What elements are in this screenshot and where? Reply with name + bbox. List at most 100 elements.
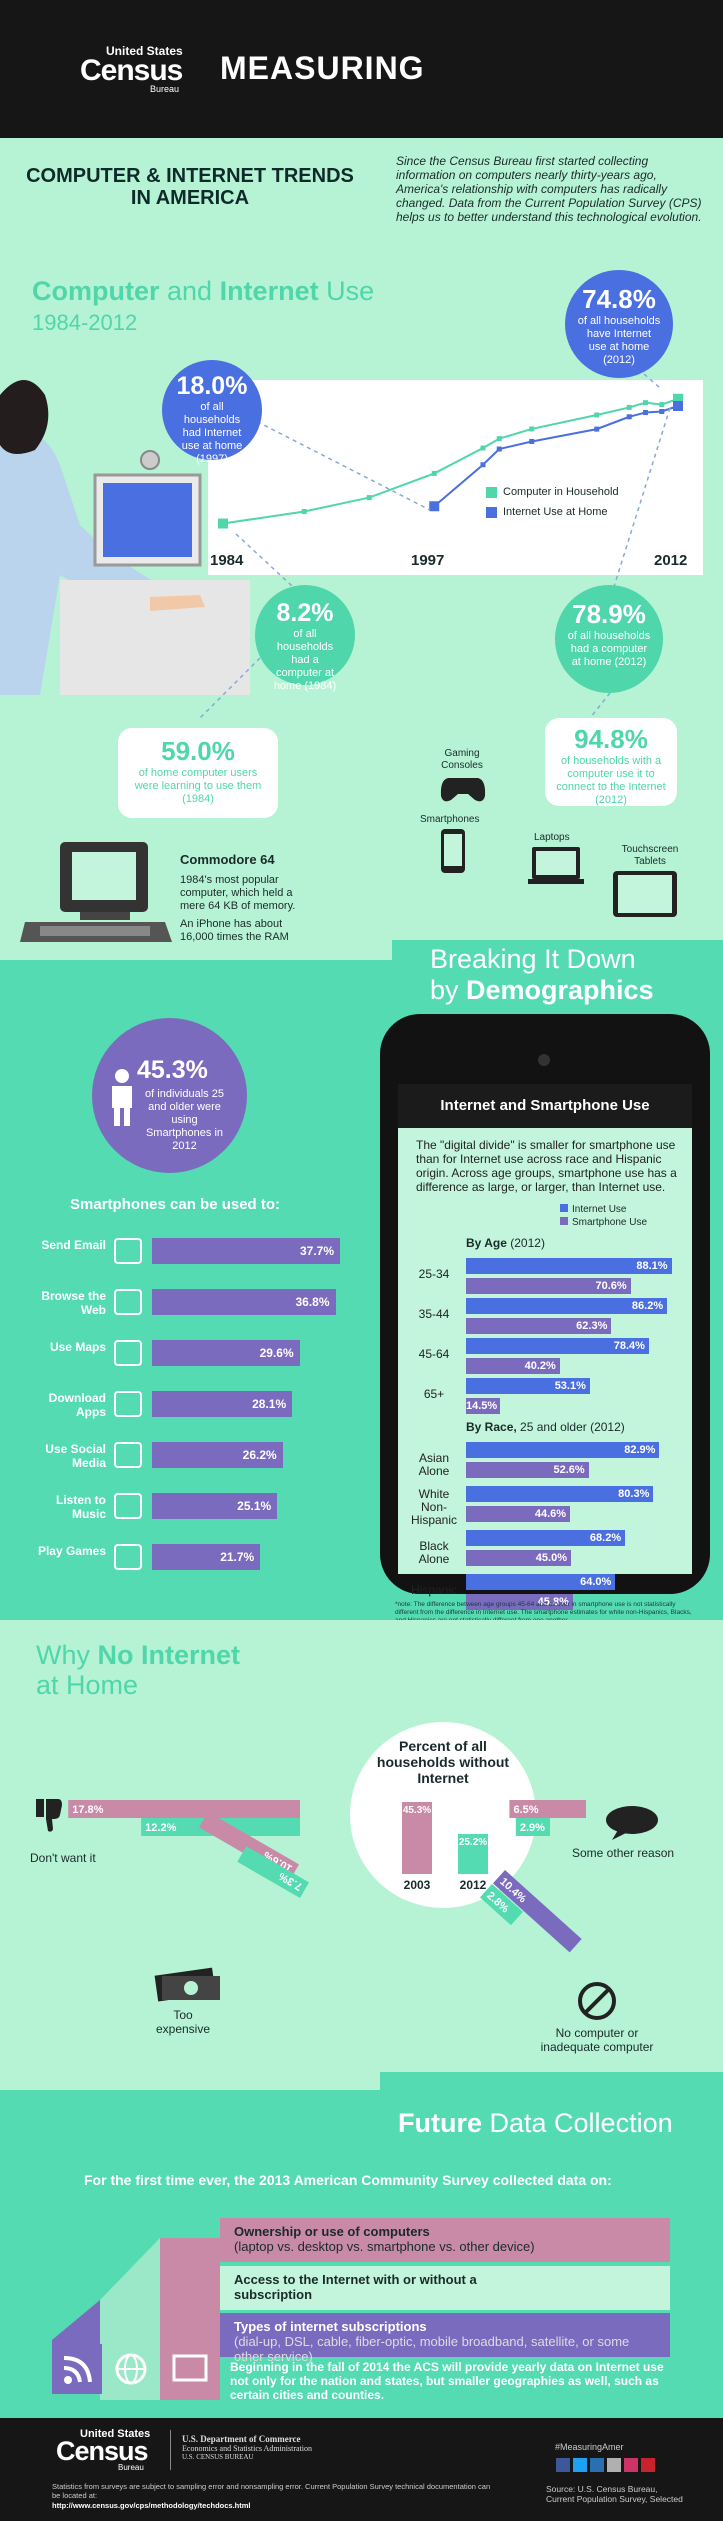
phone-camera-icon	[538, 1054, 550, 1066]
reason-other: Some other reason	[572, 1846, 675, 1860]
footer-census-logo[interactable]: United States Census Bureau	[56, 2428, 151, 2472]
footer-divider	[170, 2430, 171, 2470]
no-computer-icon	[577, 1981, 617, 2026]
reason-bar-other-2012-label: 2.9%	[520, 1822, 545, 1834]
use-bar: 36.8%	[152, 1289, 336, 1315]
reason-bar-dontwant-2012-label: 12.2%	[145, 1822, 176, 1834]
use-label: Play Games	[37, 1544, 106, 1558]
series-point-1	[659, 408, 665, 414]
footer-source: Source: U.S. Census Bureau, Current Popu…	[546, 2484, 683, 2504]
reason-bar-other-2003-label: 6.5%	[513, 1804, 538, 1816]
internet-bar: 88.1%	[466, 1258, 672, 1274]
phone-legend-internet: Internet Use	[560, 1204, 626, 1215]
flickr-icon[interactable]	[624, 2458, 638, 2472]
pinterest-icon[interactable]	[641, 2458, 655, 2472]
phone-category-label: Asian Alone	[418, 1451, 450, 1478]
c64-text: 1984's most popular computer, which held…	[180, 874, 296, 912]
reason-bar-nocomputer-2012-rect	[479, 1884, 523, 1926]
internet-bar: 78.4%	[466, 1338, 649, 1354]
youtube-icon[interactable]	[607, 2458, 621, 2472]
smartphone-bar: 45.0%	[466, 1550, 571, 1566]
use-icon	[114, 1238, 142, 1264]
series-point-1	[429, 501, 440, 512]
computer-screen-icon	[160, 2344, 220, 2394]
series-point-0	[673, 393, 683, 404]
gaming-controller-icon	[440, 776, 486, 809]
series-point-1	[529, 438, 535, 444]
tablet-icon	[612, 870, 678, 923]
internet-bar: 82.9%	[466, 1442, 660, 1458]
age-subtitle: By Age (2012)	[466, 1236, 545, 1250]
internet-bar: 80.3%	[466, 1486, 654, 1502]
phone-category-label: 25-34	[418, 1267, 450, 1281]
use-icon	[114, 1289, 142, 1315]
use-bar: 21.7%	[152, 1544, 261, 1570]
series-point-1	[480, 462, 486, 468]
header-title: MEASURING	[220, 50, 425, 86]
series-point-0	[529, 426, 535, 432]
series-point-1	[594, 426, 600, 432]
reason-bar-nocomputer-2003-rect	[492, 1870, 582, 1953]
thumbs-down-icon	[34, 1797, 64, 1838]
twitter-icon[interactable]	[573, 2458, 587, 2472]
reason-no-computer: No computer or inadequate computer	[540, 2026, 654, 2054]
reason-bar-other-2003: 6.5%	[509, 1800, 586, 1818]
smartphone-bar: 70.6%	[466, 1278, 631, 1294]
phone-frame: Internet and Smartphone Use The "digital…	[380, 1014, 710, 1610]
future-title: Future Data Collection	[398, 2108, 673, 2138]
phone-text: The "digital divide" is smaller for smar…	[416, 1138, 677, 1194]
series-point-0	[301, 509, 307, 515]
series-point-1	[643, 410, 648, 416]
nointernet-bars: 45.3% 2003 25.2% 2012	[350, 1722, 536, 1908]
census-logo[interactable]: United States Census Bureau	[80, 44, 183, 94]
stat-circle-computer-2012: 78.9% of all households had a computer a…	[555, 585, 663, 693]
internet-bar: 53.1%	[466, 1378, 590, 1394]
c64-text2: An iPhone has about 16,000 times the RAM	[180, 918, 289, 943]
stat-circle-internet-2012: 74.8% of all households have Internet us…	[565, 270, 673, 378]
future-title-tab	[380, 2072, 723, 2128]
nointernet-bar: 45.3%	[402, 1801, 432, 1874]
reason-bar-other-2003-rect	[509, 1800, 586, 1818]
facebook-icon[interactable]	[556, 2458, 570, 2472]
use-label: Listen to Music	[56, 1493, 106, 1521]
tick-1997: 1997	[411, 552, 445, 569]
footer-url[interactable]: http://www.census.gov/cps/methodology/te…	[52, 2501, 251, 2510]
device-smartphone-label: Smartphones	[420, 814, 480, 825]
use-icon	[114, 1442, 142, 1468]
phone-legend-smart: Smartphone Use	[560, 1217, 647, 1228]
phone-title-bar	[398, 1084, 692, 1128]
header: United States Census Bureau MEASURING	[0, 0, 723, 138]
smartphone-icon	[440, 828, 466, 879]
email-icon[interactable]	[590, 2458, 604, 2472]
smartphone-bar: 44.6%	[466, 1506, 571, 1522]
series-point-0	[480, 445, 486, 451]
reason-expensive: Too expensive	[155, 2008, 211, 2036]
stat-circle-1997: 18.0% of all households had Internet use…	[162, 360, 262, 465]
nointernet-year: 2003	[403, 1878, 431, 1892]
series-point-0	[659, 402, 665, 408]
future-row-access: Access to the Internet with or without a…	[220, 2266, 670, 2310]
smartphone-bar: 62.3%	[466, 1318, 612, 1334]
globe-icon	[102, 2344, 160, 2394]
reason-dont-want: Don't want it	[30, 1851, 96, 1865]
laptop-icon	[528, 846, 584, 891]
use-label: Use Social Media	[45, 1442, 106, 1470]
trend-years: 1984-2012	[32, 310, 138, 335]
footer-hashtag: #MeasuringAmer	[555, 2442, 624, 2452]
use-label: Download Apps	[48, 1391, 106, 1419]
reason-bar-dontwant-2003-rect	[68, 1800, 300, 1818]
use-bar: 25.1%	[152, 1493, 278, 1519]
phone-category-label: Hispanic	[410, 1583, 458, 1597]
use-icon	[114, 1493, 142, 1519]
stat-circle-computer-1984: 8.2% of all households had a computer at…	[255, 585, 355, 692]
series-point-1	[496, 446, 502, 452]
reason-bar-other-2012: 2.9%	[515, 1818, 550, 1836]
device-gaming-label: Gaming Consoles	[441, 748, 483, 771]
trend-line-chart: Computer in Household Internet Use at Ho…	[208, 380, 703, 575]
reasons-chart: 17.8%12.2%6.5%2.9%10.6%7.3% 10.4%2.8%	[68, 1800, 586, 1953]
phone-category-label: White Non-Hispanic	[410, 1487, 458, 1527]
nointernet-chart-title: Percent of all households without Intern…	[376, 1738, 510, 1786]
nointernet-bar: 25.2%	[458, 1833, 488, 1874]
wifi-icon	[52, 2344, 102, 2394]
connector-lines	[199, 352, 671, 719]
